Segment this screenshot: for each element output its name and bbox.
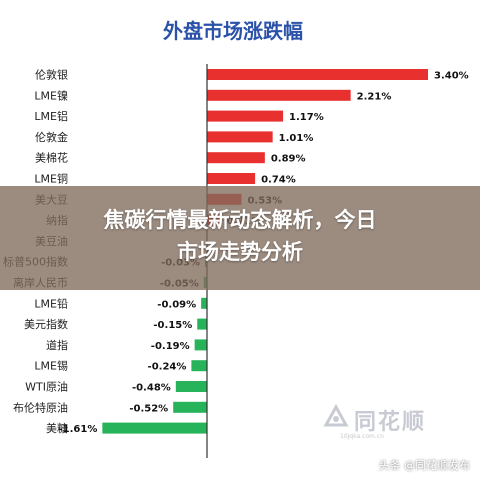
chart-title: 外盘市场涨跌幅	[163, 19, 303, 43]
value-label: -0.48%	[132, 383, 171, 394]
bar	[175, 381, 207, 392]
bar	[207, 173, 256, 184]
value-label: 3.40%	[434, 71, 469, 82]
bar	[191, 360, 207, 372]
value-label: -0.15%	[153, 320, 192, 331]
value-label: 2.21%	[357, 91, 392, 102]
category-label: LME镍	[34, 88, 68, 102]
category-label: LME锡	[34, 359, 68, 373]
category-label: 道指	[46, 338, 68, 352]
bar	[207, 152, 265, 164]
value-label: 0.74%	[261, 175, 296, 186]
value-label: 1.17%	[289, 112, 324, 123]
category-label: WTI原油	[25, 380, 68, 394]
headline: 焦碳行情最新动态解析，今日 市场走势分析	[10, 204, 470, 268]
headline-line-2: 市场走势分析	[177, 240, 303, 264]
bar	[194, 339, 207, 351]
headline-banner	[0, 186, 480, 290]
category-label: LME铅	[34, 296, 68, 310]
category-label: 布伦特原油	[13, 400, 68, 414]
value-label: -0.09%	[157, 299, 196, 310]
bar	[102, 422, 207, 434]
bar	[201, 297, 207, 309]
category-label: 美棉花	[35, 151, 68, 165]
bar	[207, 131, 273, 143]
category-label: LME铜	[34, 172, 68, 186]
bar	[207, 69, 428, 80]
watermark-brand: 同花顺	[354, 410, 427, 435]
value-label: -0.24%	[148, 362, 187, 373]
value-label: -0.19%	[151, 341, 190, 352]
value-label: 1.01%	[279, 133, 314, 144]
bar	[207, 110, 284, 122]
category-label: LME铝	[34, 109, 68, 123]
bar	[173, 401, 207, 413]
category-label: 美糖	[46, 421, 68, 435]
value-label: -0.52%	[129, 403, 168, 414]
category-label: 伦敦银	[35, 68, 68, 82]
bar	[197, 318, 207, 330]
bar	[207, 89, 351, 101]
value-label: 0.89%	[271, 154, 306, 165]
watermark-site: 10jqka.com.cn	[340, 433, 384, 440]
value-label: -1.61%	[59, 424, 98, 435]
tonghuashun-logo-icon	[323, 403, 349, 427]
headline-line-1: 焦碳行情最新动态解析，今日	[103, 208, 377, 232]
category-label: 伦敦金	[35, 130, 68, 144]
category-label: 美元指数	[24, 317, 68, 331]
source-credit: 头条 @同花顺发布	[378, 459, 471, 472]
